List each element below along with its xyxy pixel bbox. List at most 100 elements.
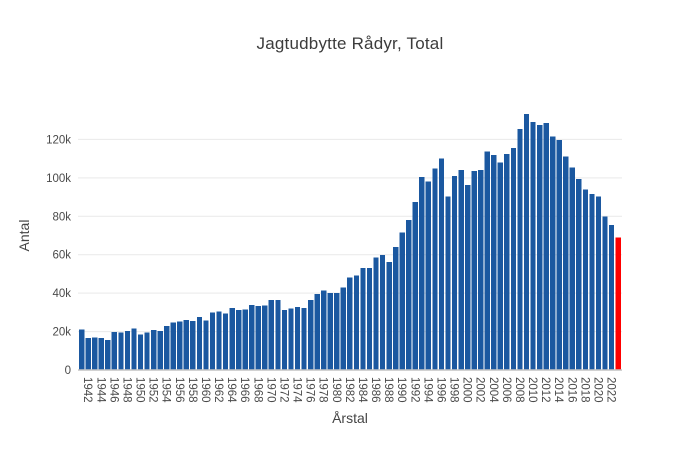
bar[interactable] [216, 311, 222, 370]
bar[interactable] [150, 330, 157, 370]
bar[interactable] [98, 338, 104, 370]
bar[interactable] [170, 322, 176, 370]
bar[interactable] [406, 220, 412, 370]
bar[interactable] [262, 305, 268, 370]
x-tick-label: 1986 [369, 377, 381, 403]
bar[interactable] [118, 332, 124, 370]
bar[interactable] [203, 320, 209, 370]
y-tick-label: 20k [52, 327, 71, 339]
bar[interactable] [458, 169, 464, 370]
bar[interactable] [190, 320, 196, 370]
bar[interactable] [595, 196, 602, 371]
bar[interactable] [451, 175, 458, 370]
bar[interactable] [386, 261, 392, 370]
x-tick-label: 1956 [173, 377, 185, 403]
bar[interactable] [85, 338, 91, 370]
bar[interactable] [183, 319, 189, 370]
bar[interactable] [301, 307, 307, 370]
bar[interactable] [589, 194, 595, 370]
bar[interactable] [334, 292, 340, 370]
x-tick-label: 2022 [605, 377, 617, 403]
bar[interactable] [543, 123, 549, 370]
bar[interactable] [268, 300, 275, 370]
bar[interactable] [164, 326, 170, 370]
bar[interactable] [478, 169, 484, 370]
bar[interactable] [196, 316, 203, 370]
x-tick-label: 2018 [578, 377, 590, 403]
bar[interactable] [321, 290, 327, 370]
bar[interactable] [602, 216, 608, 370]
bar[interactable] [79, 329, 85, 370]
bar[interactable] [347, 277, 353, 370]
bar[interactable] [550, 136, 556, 370]
bar[interactable] [523, 114, 530, 370]
bar[interactable] [236, 310, 242, 370]
bar[interactable] [249, 305, 255, 370]
bar[interactable] [111, 331, 118, 370]
bar[interactable] [229, 307, 235, 370]
chart-title: Jagtudbytte Rådyr, Total [256, 34, 444, 53]
bar[interactable] [314, 293, 320, 370]
bar[interactable] [399, 232, 405, 370]
bar[interactable] [307, 299, 314, 370]
bar[interactable] [432, 168, 438, 370]
bar[interactable] [445, 196, 451, 371]
bar[interactable] [471, 170, 477, 370]
x-tick-label: 1958 [186, 377, 198, 403]
bar[interactable] [209, 312, 216, 370]
bar[interactable] [144, 332, 150, 370]
bar[interactable] [438, 158, 445, 370]
bar[interactable] [517, 128, 523, 370]
bar[interactable] [294, 306, 301, 370]
highlighted-bar[interactable] [615, 237, 621, 370]
bar[interactable] [366, 267, 373, 370]
x-tick-label: 1948 [120, 377, 132, 403]
bar[interactable] [491, 154, 497, 370]
x-tick-label: 1976 [304, 377, 316, 403]
bar[interactable] [360, 267, 366, 370]
bar[interactable] [393, 247, 399, 370]
bar[interactable] [510, 148, 517, 370]
bar[interactable] [275, 300, 281, 370]
x-tick-label: 1950 [134, 377, 146, 403]
bar[interactable] [373, 257, 379, 370]
x-tick-label: 2016 [565, 377, 577, 403]
bar[interactable] [536, 125, 543, 371]
bar[interactable] [412, 201, 418, 371]
bar[interactable] [255, 305, 261, 370]
bar[interactable] [288, 308, 294, 370]
bar[interactable] [419, 176, 425, 370]
bar[interactable] [530, 122, 536, 370]
bar[interactable] [608, 224, 615, 370]
bar[interactable] [569, 167, 575, 370]
bar[interactable] [563, 156, 569, 370]
bar[interactable] [576, 178, 582, 370]
x-tick-label: 2014 [552, 377, 564, 403]
bar[interactable] [556, 139, 562, 370]
x-tick-label: 1980 [330, 377, 342, 403]
x-tick-label: 1946 [107, 377, 119, 403]
bar[interactable] [497, 162, 503, 370]
bar[interactable] [124, 331, 131, 370]
bar[interactable] [242, 309, 248, 370]
bar[interactable] [327, 292, 333, 370]
bar[interactable] [137, 334, 144, 370]
bar[interactable] [582, 189, 589, 370]
bar[interactable] [484, 151, 490, 370]
bar[interactable] [464, 184, 471, 370]
bar[interactable] [379, 255, 386, 370]
bar[interactable] [92, 337, 98, 370]
bar[interactable] [177, 321, 183, 370]
bar[interactable] [281, 310, 288, 370]
bar[interactable] [222, 313, 229, 370]
bar[interactable] [157, 331, 163, 370]
bar[interactable] [425, 181, 432, 370]
bar[interactable] [504, 153, 510, 370]
bar[interactable] [131, 328, 137, 371]
bar[interactable] [340, 287, 346, 370]
x-tick-label: 1978 [317, 377, 329, 403]
bar[interactable] [353, 275, 360, 370]
bar[interactable] [105, 340, 111, 370]
